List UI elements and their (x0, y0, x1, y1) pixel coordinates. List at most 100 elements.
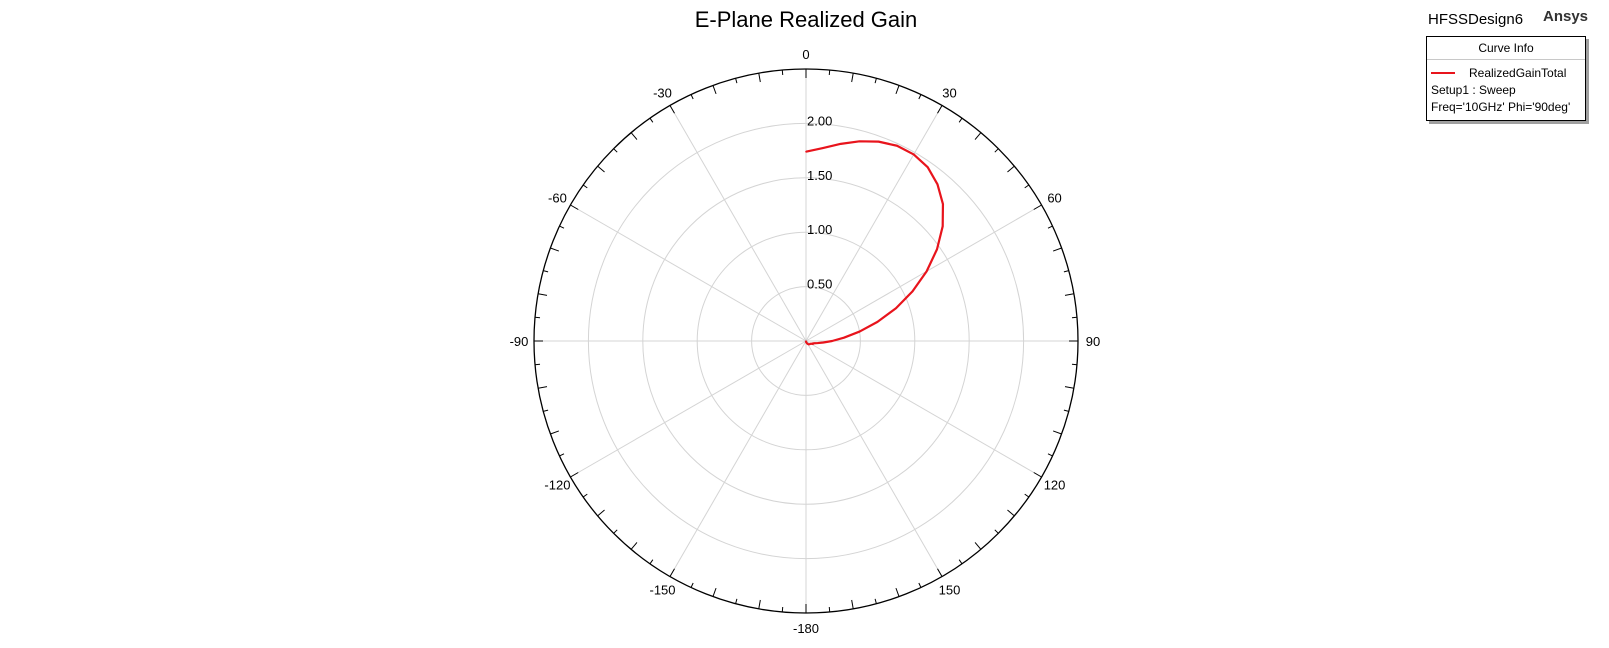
legend-swatch-red-line (1431, 72, 1455, 74)
grid-ring-3 (587, 122, 1025, 560)
grid-spoke-330 (669, 105, 807, 342)
radial-label-1.50: 1.50 (807, 168, 832, 183)
angle-tick (758, 599, 761, 609)
series-layer (804, 140, 945, 346)
series-point (822, 147, 824, 149)
angle-tick (649, 559, 654, 565)
radial-label-2.00: 2.00 (807, 113, 832, 128)
series-point (911, 290, 914, 293)
angle-tick (559, 453, 565, 457)
angle-tick (1033, 204, 1042, 210)
grid-spoke-30 (805, 105, 943, 342)
angle-tick (735, 598, 738, 604)
angle-tick (538, 386, 548, 389)
series-point (941, 225, 944, 228)
grid-spoke-210 (669, 340, 807, 577)
angle-tick (895, 85, 900, 95)
angle-tick (958, 559, 963, 565)
angle-label--30: -30 (653, 85, 672, 100)
angle-tick (895, 587, 900, 597)
series-point (858, 330, 861, 333)
angle-label--120: -120 (544, 478, 570, 493)
chart-title: E-Plane Realized Gain (695, 7, 918, 32)
angle-tick (974, 132, 982, 140)
radial-labels: 0.50 1.00 1.50 2.00 (807, 113, 832, 291)
angle-label-0: 0 (802, 47, 809, 62)
series-point (858, 140, 861, 143)
series-point (811, 342, 813, 345)
grid-ring-0 (751, 286, 861, 396)
series-point (896, 144, 898, 147)
angle-label-150: 150 (939, 583, 961, 598)
angle-tick (1052, 247, 1062, 252)
angle-tick (669, 105, 675, 114)
grid-spoke-150 (805, 340, 943, 577)
angle-labels: 0 30 60 90 120 150 -180 -150 -120 -90 -60 -30 (510, 47, 1101, 636)
angle-tick (543, 409, 549, 412)
brand-logo-text: Ansys (1543, 8, 1588, 25)
angle-tick (613, 148, 618, 153)
angle-tick (1047, 453, 1053, 457)
angle-tick (570, 204, 579, 210)
series-point (822, 341, 825, 344)
grid-spoke-240 (570, 340, 807, 478)
angle-tick (630, 542, 638, 550)
angle-tick (712, 587, 717, 597)
angle-tick (937, 105, 943, 114)
angle-tick (559, 225, 565, 229)
legend-box[interactable]: Curve Info RealizedGainTotal Setup1 : Sw… (1426, 36, 1586, 121)
angle-label-90: 90 (1086, 334, 1100, 349)
angle-tick (1024, 184, 1030, 189)
angle-tick (543, 270, 549, 273)
angle-tick (874, 78, 877, 84)
angle-tick (1024, 493, 1030, 498)
angle-tick (582, 493, 588, 498)
series-point (805, 340, 807, 342)
radial-label-0.50: 0.50 (807, 277, 832, 292)
angle-tick (690, 582, 694, 588)
legend-setup: Setup1 : Sweep (1431, 83, 1516, 97)
angle-tick (712, 85, 717, 95)
angle-label-30: 30 (942, 85, 956, 100)
angle-tick (994, 529, 999, 534)
angle-tick (1063, 409, 1069, 412)
angle-tick (1047, 225, 1053, 229)
series-point (936, 248, 938, 251)
angle-tick (597, 509, 605, 517)
series-point (839, 143, 842, 145)
angle-tick (735, 78, 738, 84)
angle-tick (874, 598, 877, 604)
angle-tick (1052, 430, 1062, 435)
angle-tick (582, 184, 588, 189)
series-point (926, 166, 929, 169)
angle-label--150: -150 (649, 583, 675, 598)
angle-tick (550, 247, 560, 252)
series-point (925, 270, 928, 273)
series-point (813, 342, 816, 345)
angle-tick (918, 94, 922, 100)
series-point (912, 153, 915, 156)
angle-tick (918, 582, 922, 588)
outer-angle-ticks (534, 69, 1078, 613)
angle-tick (550, 430, 560, 435)
angle-tick (1007, 509, 1015, 517)
angle-tick (597, 165, 605, 173)
angle-tick (994, 148, 999, 153)
angle-tick (613, 529, 618, 534)
legend-params: Freq='10GHz' Phi='90deg' (1431, 100, 1571, 114)
angle-label-60: 60 (1047, 191, 1061, 206)
legend-entry[interactable]: RealizedGainTotal (1427, 64, 1585, 82)
angle-label--60: -60 (548, 191, 567, 206)
angle-tick (1007, 165, 1015, 173)
grid-spoke-300 (570, 204, 807, 342)
series-point (843, 336, 845, 339)
angle-tick (937, 568, 943, 577)
series-point (936, 183, 939, 186)
design-name: HFSSDesign6 (1428, 11, 1523, 28)
angle-tick (1064, 293, 1074, 296)
angle-label--90: -90 (510, 334, 529, 349)
series-point (812, 343, 814, 345)
grid-ring-2 (642, 177, 970, 505)
angle-tick (538, 293, 548, 296)
